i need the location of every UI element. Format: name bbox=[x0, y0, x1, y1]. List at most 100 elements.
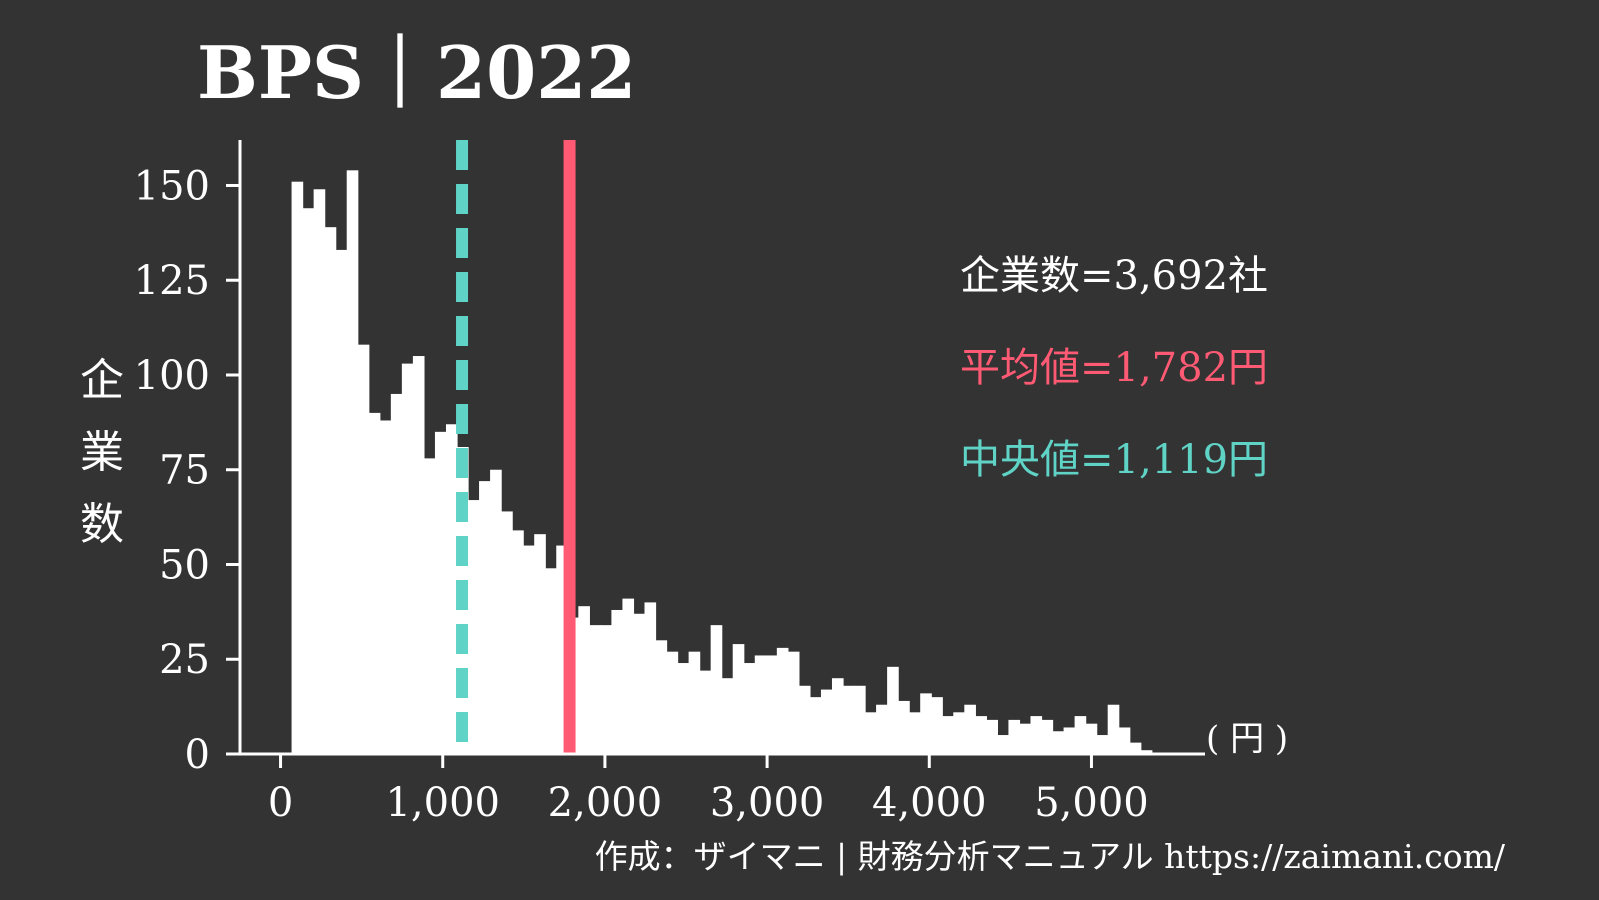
bar bbox=[699, 670, 712, 754]
stat-annotation: 平均値=1,782円 bbox=[960, 345, 1268, 391]
bar bbox=[578, 606, 590, 754]
bar bbox=[490, 469, 502, 754]
bar bbox=[434, 431, 447, 754]
bar bbox=[666, 651, 679, 754]
y-axis-label-char: 業 bbox=[80, 427, 124, 478]
bar bbox=[831, 678, 844, 754]
bar bbox=[688, 651, 701, 754]
bar bbox=[765, 655, 778, 754]
y-ticks: 0 25 50 75 100 125 150 bbox=[134, 163, 240, 778]
bar bbox=[1008, 719, 1021, 754]
y-tick-label: 150 bbox=[134, 163, 210, 209]
bar bbox=[390, 393, 403, 754]
y-tick-label: 125 bbox=[134, 258, 210, 304]
y-axis-label-char: 数 bbox=[80, 499, 124, 550]
bar bbox=[1107, 704, 1120, 754]
bar bbox=[953, 712, 965, 754]
bar bbox=[412, 356, 425, 754]
bar bbox=[887, 666, 899, 754]
bar bbox=[898, 700, 910, 754]
bar bbox=[677, 663, 690, 754]
bar bbox=[743, 663, 756, 754]
y-axis-label-char: 企 bbox=[80, 355, 124, 406]
bar bbox=[357, 344, 370, 754]
bar bbox=[313, 189, 326, 754]
bar bbox=[843, 685, 855, 754]
x-tick-label: 3,000 bbox=[710, 780, 825, 826]
stat-annotation: 企業数=3,692社 bbox=[960, 253, 1268, 299]
x-tick-label: 4,000 bbox=[872, 780, 987, 826]
bar bbox=[501, 511, 513, 754]
x-ticks: 0 1,000 2,000 3,000 4,000 5,000 bbox=[268, 754, 1149, 826]
bar bbox=[622, 598, 635, 754]
x-tick-label: 5,000 bbox=[1034, 780, 1149, 826]
bar bbox=[1063, 727, 1076, 754]
x-tick-label: 0 bbox=[268, 780, 293, 826]
y-tick-label: 0 bbox=[185, 732, 210, 778]
bar bbox=[920, 693, 932, 754]
bar bbox=[523, 545, 535, 754]
bar bbox=[865, 712, 877, 754]
bar bbox=[335, 249, 348, 754]
bar bbox=[1019, 723, 1032, 754]
bar bbox=[754, 655, 767, 754]
bar bbox=[445, 424, 458, 754]
bar bbox=[644, 602, 657, 754]
bar bbox=[1118, 727, 1131, 754]
bar bbox=[589, 625, 601, 754]
bar bbox=[379, 420, 392, 754]
bar bbox=[721, 678, 734, 754]
reference-lines bbox=[456, 140, 576, 754]
bar bbox=[512, 530, 524, 754]
bar bbox=[556, 545, 568, 754]
bar bbox=[611, 609, 624, 754]
bar bbox=[423, 458, 436, 754]
bar bbox=[324, 227, 337, 754]
bar bbox=[1129, 742, 1142, 754]
bar bbox=[600, 625, 613, 754]
bar bbox=[302, 208, 315, 754]
bar bbox=[291, 181, 304, 755]
credit-text: 作成：ザイマニ | 財務分析マニュアル https://zaimani.com/ bbox=[595, 837, 1506, 876]
bar bbox=[732, 644, 745, 754]
bar bbox=[931, 697, 943, 754]
bar bbox=[1030, 716, 1043, 754]
y-tick-label: 75 bbox=[159, 448, 210, 494]
bar bbox=[545, 568, 557, 754]
bar bbox=[942, 716, 954, 754]
bar bbox=[854, 685, 866, 754]
bar bbox=[787, 651, 800, 754]
bar bbox=[776, 647, 789, 754]
bar bbox=[633, 613, 646, 754]
bar bbox=[997, 735, 1010, 754]
bar bbox=[1085, 723, 1098, 754]
bar bbox=[1052, 731, 1065, 754]
bar bbox=[479, 481, 491, 754]
bar bbox=[964, 704, 976, 754]
bar bbox=[1041, 719, 1054, 754]
bar bbox=[909, 712, 921, 754]
chart-title: BPS｜2022 bbox=[197, 30, 636, 115]
y-tick-label: 25 bbox=[159, 637, 210, 683]
bar bbox=[798, 685, 811, 754]
x-unit-label: ( 円 ) bbox=[1206, 719, 1288, 759]
bar bbox=[820, 689, 833, 754]
stat-annotation: 中央値=1,119円 bbox=[960, 437, 1268, 483]
bar bbox=[534, 534, 546, 754]
bar bbox=[368, 412, 381, 754]
x-tick-label: 1,000 bbox=[385, 780, 500, 826]
bar bbox=[986, 719, 999, 754]
bar bbox=[346, 170, 359, 754]
y-tick-label: 50 bbox=[159, 542, 210, 588]
bar bbox=[1140, 750, 1153, 754]
bar bbox=[401, 363, 414, 754]
bar bbox=[809, 697, 822, 754]
bar bbox=[1074, 716, 1087, 754]
bar bbox=[975, 716, 987, 754]
bar bbox=[468, 500, 480, 754]
x-tick-label: 2,000 bbox=[548, 780, 663, 826]
bar bbox=[876, 704, 888, 754]
bar bbox=[1096, 735, 1109, 754]
